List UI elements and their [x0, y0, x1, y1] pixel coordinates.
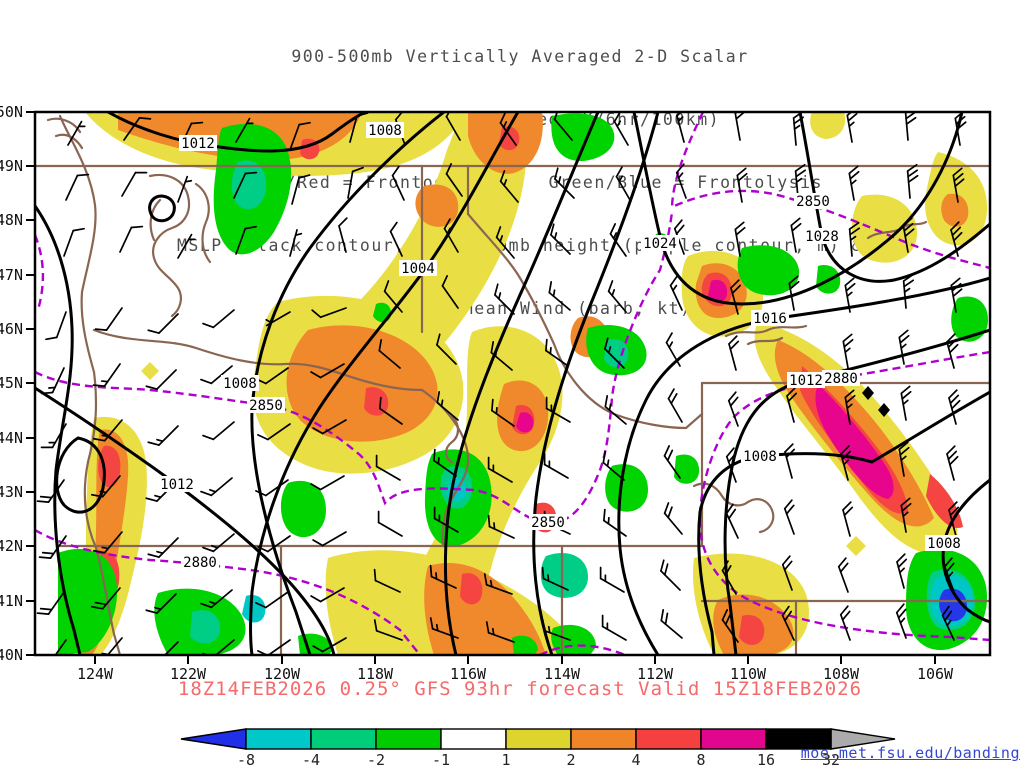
svg-text:40N: 40N [0, 646, 23, 664]
svg-text:1012: 1012 [160, 477, 194, 493]
svg-text:112W: 112W [637, 665, 674, 683]
svg-text:122W: 122W [170, 665, 207, 683]
svg-text:32: 32 [822, 751, 840, 768]
svg-text:1008: 1008 [368, 123, 402, 139]
svg-text:48N: 48N [0, 211, 23, 229]
svg-text:4: 4 [631, 751, 640, 768]
svg-text:124W: 124W [77, 665, 114, 683]
svg-text:1008: 1008 [927, 536, 961, 552]
svg-text:2850: 2850 [531, 515, 565, 531]
svg-text:114W: 114W [544, 665, 581, 683]
svg-text:106W: 106W [917, 665, 954, 683]
svg-text:-1: -1 [432, 751, 450, 768]
title-line-1: 900-500mb Vertically Averaged 2-D Scalar [291, 47, 749, 66]
svg-text:-4: -4 [302, 751, 320, 768]
svg-text:120W: 120W [264, 665, 301, 683]
svg-text:-8: -8 [237, 751, 255, 768]
svg-text:1008: 1008 [743, 449, 777, 465]
svg-text:1012: 1012 [181, 136, 215, 152]
svg-text:8: 8 [696, 751, 705, 768]
svg-text:108W: 108W [823, 665, 860, 683]
svg-text:47N: 47N [0, 266, 23, 284]
svg-text:46N: 46N [0, 320, 23, 338]
svg-text:1024: 1024 [643, 236, 677, 252]
forecast-info: 18Z14FEB2026 0.25° GFS 93hr forecast Val… [177, 678, 863, 700]
svg-text:116W: 116W [450, 665, 487, 683]
svg-text:110W: 110W [730, 665, 767, 683]
svg-text:42N: 42N [0, 537, 23, 555]
svg-text:2880: 2880 [183, 555, 217, 571]
svg-text:1012: 1012 [789, 373, 823, 389]
svg-text:16: 16 [757, 751, 775, 768]
svg-text:-2: -2 [367, 751, 385, 768]
svg-text:118W: 118W [357, 665, 394, 683]
svg-text:1016: 1016 [753, 311, 787, 327]
svg-text:49N: 49N [0, 157, 23, 175]
credit-link[interactable]: moe.met.fsu.edu/banding [800, 744, 1020, 762]
svg-text:1004: 1004 [401, 261, 435, 277]
svg-text:2850: 2850 [249, 398, 283, 414]
svg-text:43N: 43N [0, 483, 23, 501]
svg-text:44N: 44N [0, 429, 23, 447]
svg-text:50N: 50N [0, 103, 23, 121]
svg-text:45N: 45N [0, 374, 23, 392]
svg-text:2850: 2850 [796, 194, 830, 210]
svg-text:2880: 2880 [824, 371, 858, 387]
svg-text:1028: 1028 [805, 229, 839, 245]
svg-text:1008: 1008 [223, 376, 257, 392]
svg-text:2: 2 [566, 751, 575, 768]
svg-text:41N: 41N [0, 592, 23, 610]
svg-text:1: 1 [501, 751, 510, 768]
